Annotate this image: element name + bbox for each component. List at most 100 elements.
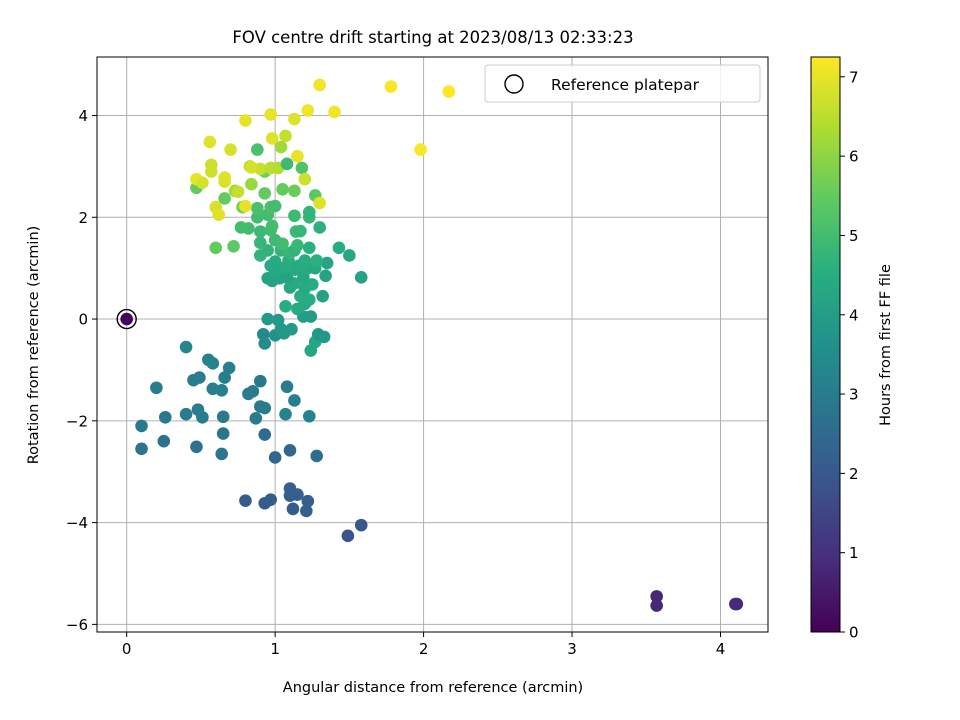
legend-entry-reference-platepar: Reference platepar xyxy=(551,76,700,94)
data-point xyxy=(341,529,355,543)
data-point xyxy=(291,238,304,252)
data-point xyxy=(279,300,292,313)
data-point xyxy=(209,241,223,255)
colorbar-tick-label: 7 xyxy=(849,68,859,86)
data-point xyxy=(218,371,231,384)
data-point xyxy=(276,237,289,251)
data-point xyxy=(442,85,456,98)
data-point xyxy=(650,590,663,603)
data-point xyxy=(203,135,217,149)
data-point xyxy=(258,401,272,415)
data-point xyxy=(231,185,245,199)
reference-marker xyxy=(116,308,137,330)
reference-data-point xyxy=(120,312,133,326)
data-point xyxy=(280,380,294,394)
y-tick-label: −2 xyxy=(66,412,88,430)
data-point xyxy=(295,161,309,175)
data-point xyxy=(205,158,218,172)
data-point xyxy=(313,196,326,210)
data-point xyxy=(288,209,301,223)
legend: Reference platepar xyxy=(484,64,761,103)
data-point xyxy=(227,239,240,253)
colorbar-label: Hours from first FF file xyxy=(878,264,894,426)
data-point xyxy=(301,104,315,117)
data-point xyxy=(258,187,272,200)
data-point xyxy=(264,161,277,175)
data-point xyxy=(196,176,209,189)
data-point xyxy=(268,255,282,268)
data-point xyxy=(384,80,398,93)
data-point xyxy=(249,411,263,425)
data-point xyxy=(304,310,318,323)
y-tick-label: 2 xyxy=(78,209,88,227)
data-point xyxy=(245,177,258,191)
data-point xyxy=(271,313,285,327)
data-point xyxy=(206,357,220,370)
data-point xyxy=(212,208,226,222)
colorbar-tick-label: 2 xyxy=(849,465,859,483)
data-point xyxy=(253,374,267,388)
data-point xyxy=(135,419,148,433)
data-point xyxy=(291,488,304,501)
data-point xyxy=(305,278,319,291)
data-point xyxy=(300,504,313,518)
data-point xyxy=(279,407,292,421)
data-point xyxy=(414,143,427,156)
data-point xyxy=(277,327,291,340)
data-point xyxy=(298,172,312,186)
data-point xyxy=(258,337,272,350)
data-point xyxy=(253,225,267,238)
data-point xyxy=(283,444,297,457)
data-point xyxy=(343,249,356,262)
data-point xyxy=(251,143,264,156)
x-tick-label: 1 xyxy=(270,640,280,658)
colorbar-tick-label: 5 xyxy=(849,227,859,245)
data-point xyxy=(288,394,301,407)
data-point xyxy=(280,157,294,171)
colorbar-tick-label: 4 xyxy=(849,306,859,324)
colorbar-tick-label: 1 xyxy=(849,544,859,562)
data-point xyxy=(354,271,368,284)
data-point xyxy=(320,256,334,270)
legend-reference-marker-icon xyxy=(504,74,524,94)
grid-lines xyxy=(97,57,768,632)
data-point xyxy=(258,428,272,441)
data-point xyxy=(286,502,300,516)
data-point xyxy=(196,410,209,424)
data-point xyxy=(288,112,301,126)
data-point xyxy=(179,407,193,421)
data-point xyxy=(253,236,267,250)
data-point xyxy=(239,199,252,213)
data-point xyxy=(179,340,193,354)
data-points xyxy=(135,78,744,612)
data-point xyxy=(302,409,316,423)
data-point xyxy=(268,451,282,464)
colorbar-gradient xyxy=(810,56,841,633)
data-point xyxy=(158,410,172,424)
plot-frame xyxy=(96,56,769,633)
colorbar-ticks: 0 1 2 3 4 5 6 7 xyxy=(840,68,859,642)
data-point xyxy=(215,447,228,461)
data-point xyxy=(265,132,279,145)
data-point xyxy=(135,442,148,456)
data-point xyxy=(218,171,231,184)
data-point xyxy=(319,269,332,283)
data-point xyxy=(317,330,331,344)
data-point xyxy=(222,361,236,375)
data-point xyxy=(316,289,329,303)
data-point xyxy=(313,78,326,92)
x-axis-label: Angular distance from reference (arcmin) xyxy=(283,680,583,696)
data-point xyxy=(288,184,301,198)
data-point xyxy=(157,434,171,448)
data-point xyxy=(251,210,264,224)
data-point xyxy=(310,449,324,463)
data-point xyxy=(245,161,258,174)
colorbar: 0 1 2 3 4 5 6 7 Hours from first FF file xyxy=(810,56,894,642)
data-point xyxy=(302,205,316,219)
data-point xyxy=(301,494,315,508)
data-point xyxy=(354,518,368,532)
data-point xyxy=(193,371,206,384)
reference-platepar-marker xyxy=(116,308,137,330)
data-point xyxy=(239,494,252,508)
